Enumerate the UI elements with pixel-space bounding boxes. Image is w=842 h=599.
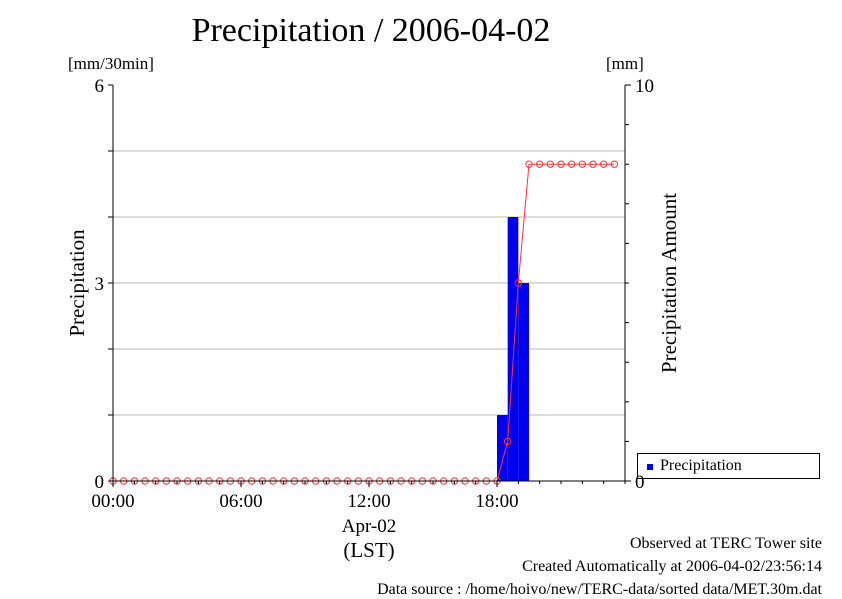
- precipitation-bar: [497, 415, 508, 481]
- precipitation-bar: [518, 283, 529, 481]
- right-axis-unit: [mm]: [606, 54, 644, 73]
- amount-point: [567, 160, 576, 168]
- amount-point: [578, 160, 587, 168]
- right-tick-label: 0: [635, 472, 645, 493]
- amount-point: [599, 160, 608, 168]
- precipitation-amount-line: [109, 160, 619, 485]
- amount-point: [557, 160, 565, 168]
- legend: Precipitation: [637, 453, 820, 479]
- grid-lines: [113, 150, 625, 416]
- amount-line-path: [113, 163, 615, 482]
- left-tick-label: 0: [95, 472, 105, 493]
- precipitation-bars: [497, 217, 529, 481]
- x-tick-label: 06:00: [219, 491, 262, 512]
- left-tick-label: 3: [95, 274, 105, 295]
- x-tick-label: 18:00: [475, 491, 518, 512]
- x-timezone-label: (LST): [343, 538, 394, 562]
- amount-point: [610, 160, 619, 168]
- legend-label-precipitation: Precipitation: [660, 457, 742, 474]
- axes: [108, 84, 631, 487]
- x-tick-label: 12:00: [347, 491, 390, 512]
- amount-point: [503, 437, 512, 446]
- amount-point: [535, 160, 544, 168]
- amount-point: [589, 160, 597, 168]
- footer-data-source: Data source : /home/hoivo/new/TERC-data/…: [377, 581, 822, 598]
- footer-created-time: Created Automatically at 2006-04-02/23:5…: [522, 558, 822, 575]
- amount-point: [514, 279, 523, 287]
- left-axis-unit: [mm/30min]: [68, 54, 154, 73]
- x-tick-label: 00:00: [91, 491, 134, 512]
- amount-point: [546, 160, 555, 168]
- right-axis-title: Precipitation Amount: [657, 193, 681, 373]
- footer-observed-site: Observed at TERC Tower site: [629, 535, 822, 552]
- chart-title: Precipitation / 2006-04-02: [191, 12, 551, 49]
- left-tick-label: 6: [95, 76, 105, 97]
- amount-point: [525, 160, 533, 168]
- x-date-label: Apr-02: [342, 516, 397, 537]
- legend-swatch-precipitation: [647, 464, 653, 470]
- precipitation-bar: [507, 217, 519, 481]
- right-tick-label: 10: [635, 76, 654, 97]
- axis-labels: 0 3 6 0 10 00:00 06:00 12:00 18:00 Apr-02(LST) Pre…: [65, 76, 681, 562]
- left-axis-title: Precipitation: [65, 229, 89, 337]
